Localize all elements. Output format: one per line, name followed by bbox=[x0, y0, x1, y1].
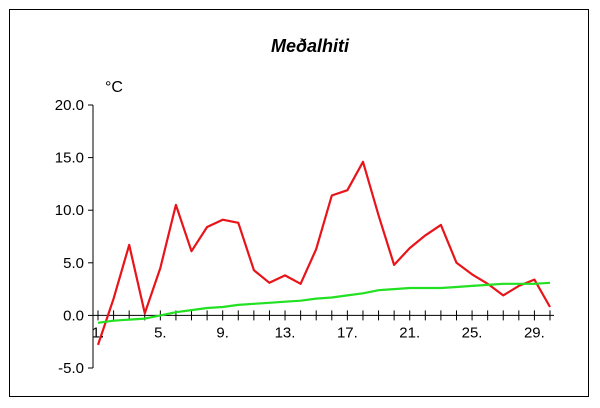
chart-frame: Meðalhiti °C -5.0 0.0 5.0 10.0 15.0 20.0 1. 5. 9… bbox=[9, 9, 589, 397]
series-line-2 bbox=[97, 281, 551, 324]
y-tick-label: 10.0 bbox=[55, 202, 84, 219]
y-tick-label: -5.0 bbox=[58, 360, 84, 377]
x-tick-label: 29. bbox=[524, 324, 545, 341]
series-line-1 bbox=[96, 160, 551, 346]
x-tick-label: 13. bbox=[275, 324, 296, 341]
series-layer bbox=[96, 160, 551, 346]
x-tick-label: 9. bbox=[216, 324, 229, 341]
y-tick-label: 20.0 bbox=[55, 97, 84, 114]
y-tick-label: 5.0 bbox=[63, 255, 84, 272]
x-tick-label: 21. bbox=[399, 324, 420, 341]
y-tick-label: 0.0 bbox=[63, 307, 84, 324]
x-tick-label: 1. bbox=[92, 324, 105, 341]
chart-title: Meðalhiti bbox=[271, 36, 350, 56]
x-tick-label: 25. bbox=[462, 324, 483, 341]
line-chart: Meðalhiti °C -5.0 0.0 5.0 10.0 15.0 20.0 1. 5. 9… bbox=[55, 36, 554, 377]
tick-labels: -5.0 0.0 5.0 10.0 15.0 20.0 1. 5. 9. 13. 17. 21. 25.… bbox=[55, 97, 545, 377]
y-tick-label: 15.0 bbox=[55, 150, 84, 167]
x-tick-label: 5. bbox=[154, 324, 167, 341]
x-tick-label: 17. bbox=[337, 324, 358, 341]
y-axis-unit-label: °C bbox=[105, 79, 123, 96]
